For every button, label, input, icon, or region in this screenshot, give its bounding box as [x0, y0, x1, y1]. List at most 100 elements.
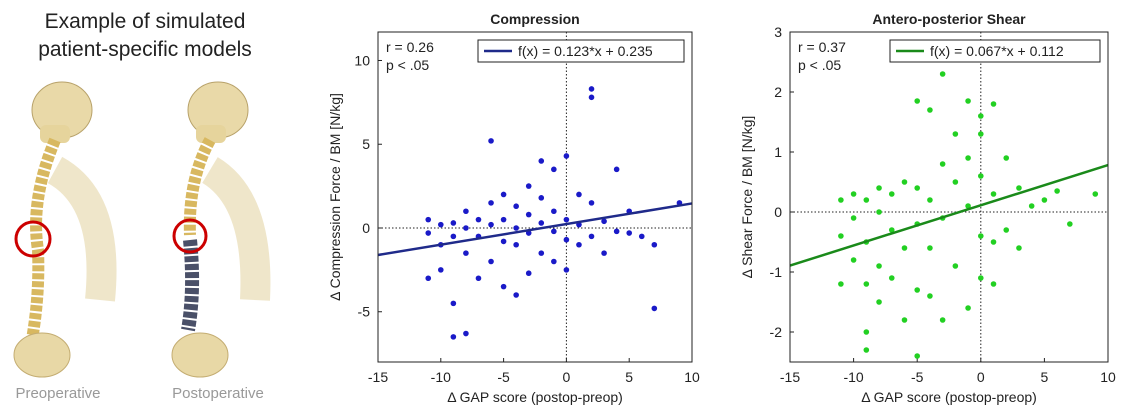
point [914, 353, 920, 359]
point [500, 216, 507, 223]
y-tick-label: 2 [774, 84, 782, 100]
legend-box [889, 39, 1101, 63]
point [965, 305, 971, 311]
y-tick-label: 5 [362, 136, 370, 152]
x-tick-label: -15 [780, 369, 800, 385]
point [500, 238, 507, 245]
skeleton-preop [13, 81, 117, 378]
point [952, 263, 959, 269]
point [876, 299, 882, 305]
point [613, 228, 620, 235]
annotation: p < .05 [386, 57, 429, 73]
y-tick-label: 10 [354, 52, 370, 68]
point [850, 215, 857, 221]
point [463, 250, 469, 256]
frame [377, 31, 693, 363]
y-tick-label: 0 [774, 204, 782, 220]
x-tick-label: -10 [843, 369, 863, 385]
point [1067, 221, 1073, 227]
plot-background [378, 32, 692, 362]
y-axis-label: Δ Shear Force / BM [N/kg] [739, 116, 755, 279]
point [927, 197, 933, 203]
point [952, 131, 959, 137]
point [500, 283, 507, 290]
point [876, 209, 882, 215]
point [838, 197, 844, 203]
point [576, 191, 582, 198]
point [651, 241, 658, 248]
point [513, 203, 519, 210]
point [450, 233, 457, 240]
x-tick-label: -15 [368, 369, 388, 385]
point [978, 233, 984, 239]
point [978, 275, 984, 281]
point [513, 225, 519, 231]
point [1092, 191, 1099, 197]
legend-label: f(x) = 0.123*x + 0.235 [518, 43, 653, 59]
x-tick-label: -10 [431, 369, 451, 385]
fit-line [789, 163, 1109, 267]
point [538, 158, 545, 164]
annotation: r = 0.26 [386, 39, 434, 55]
point [551, 208, 557, 215]
point [863, 281, 870, 287]
x-axis-label: Δ GAP score (postop-preop) [861, 389, 1037, 405]
fit-line [377, 202, 693, 257]
point [863, 347, 870, 353]
point [901, 245, 908, 251]
point [588, 94, 595, 101]
point [1016, 185, 1022, 191]
y-tick-label: -1 [770, 264, 783, 280]
point [1028, 203, 1035, 209]
point [914, 98, 920, 104]
point [990, 281, 997, 287]
point [978, 173, 984, 179]
point [425, 216, 432, 223]
x-tick-label: -5 [911, 369, 924, 385]
x-tick-label: -5 [497, 369, 510, 385]
x-tick-label: 0 [563, 369, 571, 385]
point [1041, 197, 1048, 203]
point [425, 230, 432, 236]
point [838, 233, 844, 239]
point [438, 267, 444, 273]
x-tick-label: 10 [684, 369, 700, 385]
point [488, 221, 494, 228]
point [450, 334, 457, 340]
point [563, 236, 570, 243]
point [626, 230, 632, 236]
point [563, 153, 570, 159]
point [588, 200, 595, 206]
chart-title: Antero-posterior Shear [872, 11, 1026, 27]
figure-title: patient-specific models [38, 38, 252, 61]
point [500, 191, 507, 198]
x-tick-label: 5 [625, 369, 633, 385]
point [525, 270, 532, 277]
point [850, 191, 857, 197]
point [990, 191, 997, 197]
y-tick-label: 0 [362, 220, 370, 236]
point [513, 241, 519, 248]
point [588, 233, 595, 240]
point [876, 185, 882, 191]
point [525, 183, 532, 189]
caption: Preoperative [15, 385, 100, 402]
point [538, 195, 545, 201]
point [850, 257, 857, 263]
point [927, 107, 933, 113]
point [588, 86, 595, 92]
point [927, 293, 933, 299]
point [463, 330, 469, 337]
point [488, 138, 494, 144]
point [551, 258, 557, 265]
caption: Postoperative [172, 385, 264, 402]
annotation: p < .05 [798, 57, 841, 73]
point [876, 263, 882, 269]
point [863, 329, 870, 335]
point [888, 275, 895, 281]
point [901, 317, 908, 323]
point [927, 245, 933, 251]
point [1003, 227, 1010, 233]
point [638, 233, 645, 240]
